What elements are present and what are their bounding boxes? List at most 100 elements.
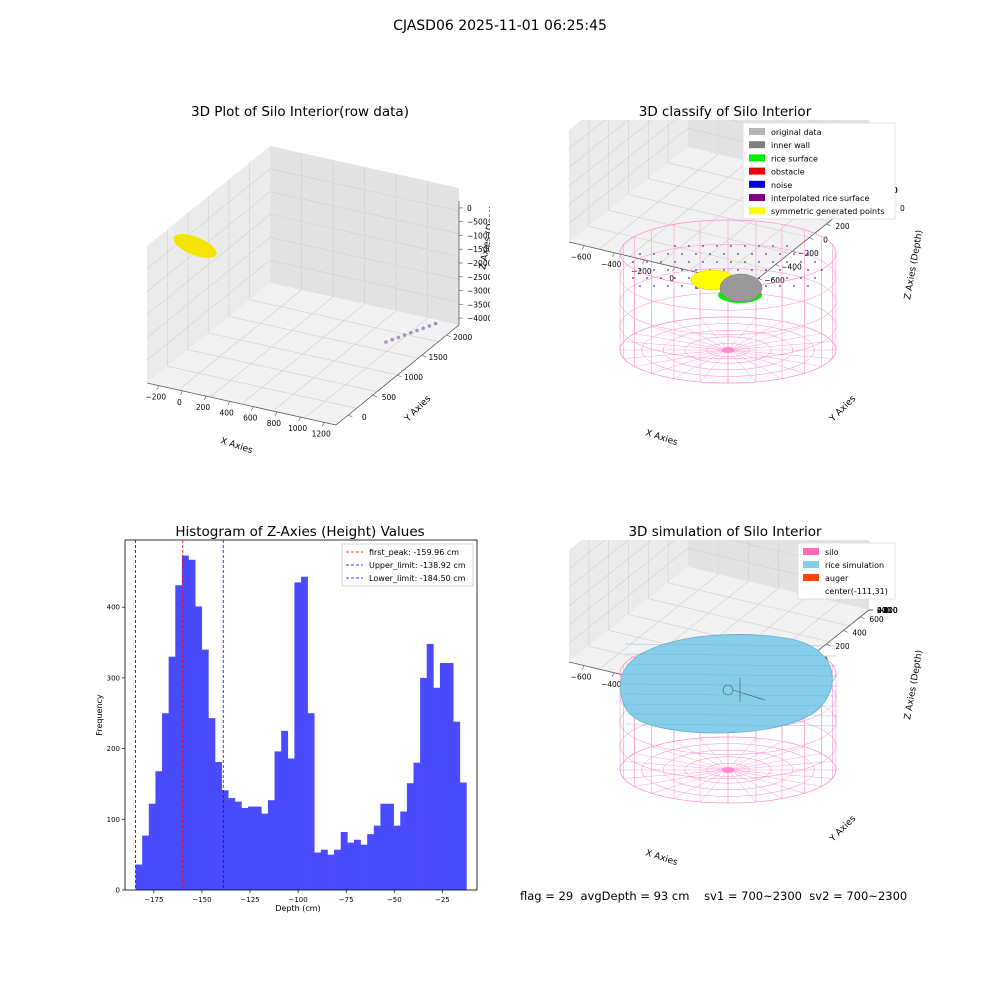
sim-silo-floor-spoke xyxy=(623,769,729,779)
classify-y-tick-label: 0 xyxy=(823,236,828,245)
histogram-bar xyxy=(426,643,434,890)
histogram-x-tick-label: −175 xyxy=(144,896,163,904)
classify-legend-swatch xyxy=(749,194,765,201)
figure-title: CJASD06 2025-11-01 06:25:45 xyxy=(393,18,607,34)
classify-silo-floor-spoke xyxy=(727,349,757,383)
raw-x-tick-label: 600 xyxy=(243,414,258,423)
interpolated-surface-point xyxy=(765,285,767,287)
interpolated-surface-point xyxy=(667,253,669,255)
raw-y-tick xyxy=(348,414,353,418)
raw-plot-title: 3D Plot of Silo Interior(row data) xyxy=(191,104,409,120)
sim-grid-line xyxy=(568,540,606,569)
sim-silo-floor-spoke xyxy=(634,753,729,771)
classify-z-axis-label: Z Axies (Depth) xyxy=(903,229,925,300)
interpolated-surface-point xyxy=(723,269,725,271)
interpolated-surface-point xyxy=(702,261,704,263)
histogram-bar xyxy=(327,854,335,890)
interpolated-surface-point xyxy=(807,253,809,255)
classify-y-tick-label: −400 xyxy=(781,263,802,272)
simulation-legend: silo rice simulation auger center(-111,31) xyxy=(797,542,896,600)
interpolated-surface-point xyxy=(779,285,781,287)
classify-y-tick-label: 200 xyxy=(835,222,850,231)
simulation-plot-title: 3D simulation of Silo Interior xyxy=(628,524,822,540)
simulation-legend-label: center(-111,31) xyxy=(825,587,888,596)
classify-3d-plot[interactable]: −600−400−2000200400−600−400−200020040060… xyxy=(555,120,925,465)
interpolated-surface-point xyxy=(772,245,774,247)
raw-z-tick-label: 0 xyxy=(467,204,472,213)
interpolated-surface-point xyxy=(800,277,802,279)
sim-silo-floor-spoke xyxy=(727,753,822,771)
histogram-legend-label: Lower_limit: -184.50 cm xyxy=(369,574,466,583)
histogram-bar xyxy=(281,730,289,890)
classify-y-axis-label: Y Axies xyxy=(827,394,858,425)
classify-silo-center-mark xyxy=(722,347,734,353)
sim-y-tick xyxy=(843,630,848,633)
interpolated-surface-point xyxy=(814,261,816,263)
simulation-y-axis-label: Y Axies xyxy=(827,814,858,845)
raw-trail-point xyxy=(384,340,388,344)
classify-silo-floor-spoke xyxy=(634,349,729,367)
histogram-x-tick-label: −25 xyxy=(435,896,450,904)
histogram-x-tick-label: −150 xyxy=(192,896,211,904)
histogram-chart[interactable]: −175 −150 −125 −100 −75 −50 −25 0 100 200 300 400 D… xyxy=(80,535,485,920)
raw-y-tick-label: 1000 xyxy=(404,373,423,382)
classify-legend-label: symmetric generated points xyxy=(771,207,884,216)
simulation-legend-label: auger xyxy=(825,574,849,583)
raw-trail-point xyxy=(409,331,413,335)
classify-legend-box xyxy=(742,122,896,220)
raw-trail-point xyxy=(390,337,395,342)
classify-silo-floor-spoke xyxy=(727,341,833,351)
histogram-bar xyxy=(353,839,361,890)
interpolated-surface-point xyxy=(646,261,648,263)
histogram-bar xyxy=(201,649,209,890)
raw-trail-point xyxy=(402,333,407,337)
classify-x-tick-label: −600 xyxy=(571,253,592,262)
simulation-3d-plot[interactable]: −600−400−2000200400−600−400−200020040060… xyxy=(555,540,925,885)
sim-z-tick-label: 200 xyxy=(877,606,892,615)
rice-surface-mesh-line xyxy=(624,723,838,727)
interpolated-surface-point xyxy=(744,261,746,263)
interpolated-surface-point xyxy=(793,253,795,255)
rice-surface-mesh-line xyxy=(624,713,838,717)
raw-x-tick xyxy=(298,416,301,422)
classify-legend-label: inner wall xyxy=(771,141,810,150)
classify-silo-floor-spoke xyxy=(727,321,783,351)
classify-y-tick xyxy=(792,250,797,254)
histogram-bar xyxy=(400,811,408,890)
interpolated-surface-point xyxy=(695,269,697,271)
raw-z-tick-label: −500 xyxy=(467,218,488,227)
histogram-bar xyxy=(320,849,328,890)
rice-simulation-surface xyxy=(620,634,833,734)
raw-x-tick-label: 1000 xyxy=(288,424,307,433)
histogram-title: Histogram of Z-Axies (Height) Values xyxy=(175,524,425,540)
histogram-x-tick-label: −75 xyxy=(339,896,354,904)
histogram-legend-label: first_peak: -159.96 cm xyxy=(369,548,459,557)
histogram-bar xyxy=(367,834,375,890)
sim-y-tick-label: 200 xyxy=(835,642,850,651)
interpolated-surface-point xyxy=(681,253,683,255)
simulation-legend-swatch xyxy=(803,561,819,568)
raw-z-tick-label: −1000 xyxy=(467,231,490,240)
interpolated-surface-point xyxy=(786,277,788,279)
raw-3d-plot[interactable]: −200020040060080010001200050010001500200… xyxy=(120,130,490,460)
histogram-bar xyxy=(347,842,355,890)
interpolated-surface-point xyxy=(765,253,767,255)
interpolated-surface-point xyxy=(779,253,781,255)
histogram-bar xyxy=(248,806,255,890)
classify-legend-label: obstacle xyxy=(771,168,805,177)
classify-legend-swatch xyxy=(749,141,765,149)
raw-y-tick xyxy=(372,394,378,398)
interpolated-surface-point xyxy=(751,253,753,255)
sim-silo-floor-spoke xyxy=(727,741,783,771)
histogram-bar xyxy=(175,585,183,890)
interpolated-surface-point xyxy=(688,277,690,279)
interpolated-surface-point xyxy=(772,277,774,279)
classify-legend-label: interpolated rice surface xyxy=(771,194,869,203)
raw-y-tick-label: 1500 xyxy=(429,353,448,362)
interpolated-surface-point xyxy=(723,253,725,255)
interpolated-surface-point xyxy=(772,261,774,263)
classify-x-tick xyxy=(672,266,675,272)
raw-y-tick xyxy=(446,334,451,338)
original-data-cluster xyxy=(719,273,763,303)
raw-grid-line xyxy=(146,168,271,270)
